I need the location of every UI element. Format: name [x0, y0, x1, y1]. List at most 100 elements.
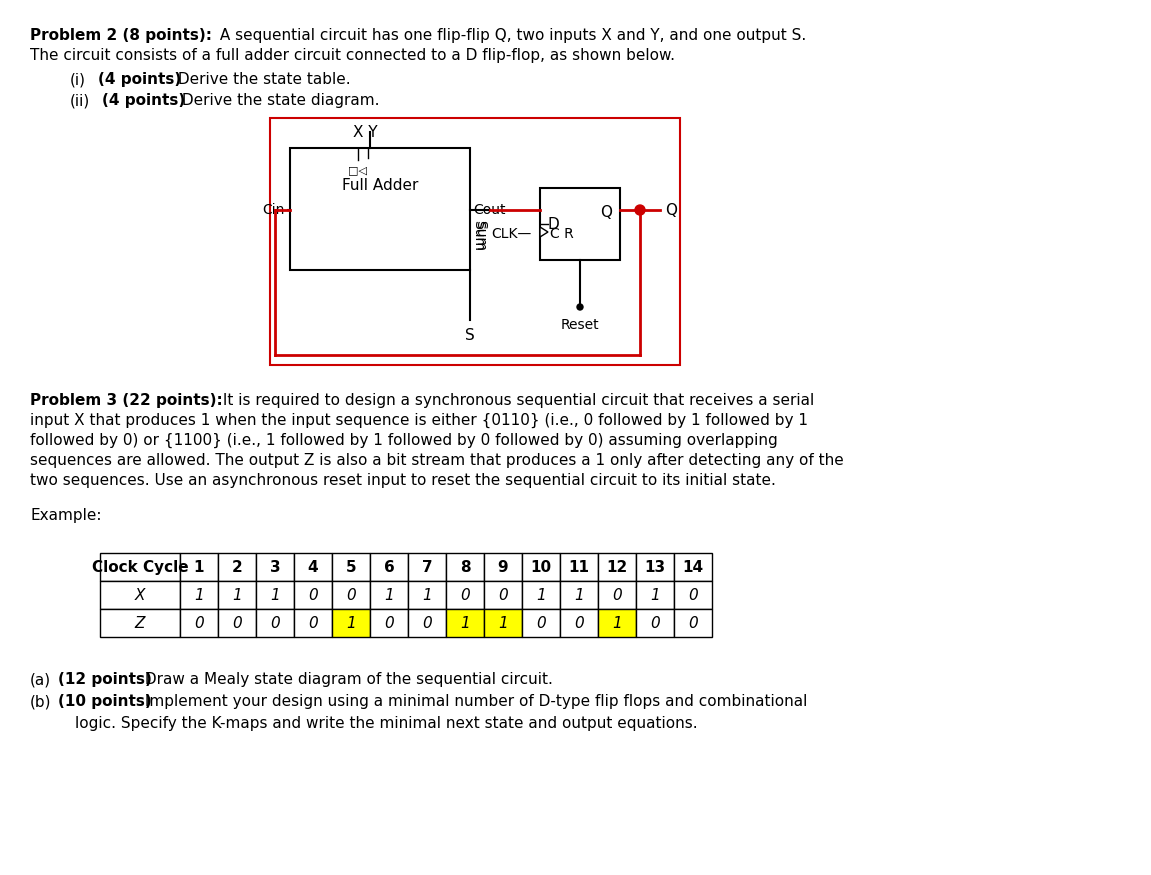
Bar: [523, 581, 561, 609]
Text: 0: 0: [422, 615, 432, 631]
Text: 0: 0: [233, 615, 242, 631]
Text: (b): (b): [30, 694, 52, 709]
Circle shape: [577, 304, 584, 310]
Text: 1: 1: [460, 615, 470, 631]
Bar: [180, 581, 218, 609]
Text: 1: 1: [384, 587, 394, 603]
Text: 11: 11: [569, 559, 589, 575]
Text: 0: 0: [688, 615, 698, 631]
Bar: [100, 553, 180, 581]
Bar: [218, 581, 256, 609]
Text: C R: C R: [550, 227, 573, 241]
Bar: [294, 553, 331, 581]
Text: Q: Q: [665, 202, 677, 218]
Bar: [485, 581, 523, 609]
Text: It is required to design a synchronous sequential circuit that receives a serial: It is required to design a synchronous s…: [218, 393, 814, 408]
Text: Implement your design using a minimal number of D-type flip flops and combinatio: Implement your design using a minimal nu…: [140, 694, 807, 709]
Text: Problem 2 (8 points):: Problem 2 (8 points):: [30, 28, 212, 43]
Text: Derive the state diagram.: Derive the state diagram.: [177, 93, 380, 108]
Text: 1: 1: [270, 587, 280, 603]
Bar: [485, 553, 523, 581]
Text: (a): (a): [30, 672, 51, 687]
Bar: [599, 553, 637, 581]
Bar: [331, 609, 369, 637]
Bar: [369, 609, 407, 637]
Bar: [218, 553, 256, 581]
Text: X: X: [135, 587, 145, 603]
Bar: [561, 581, 599, 609]
Text: logic. Specify the K-maps and write the minimal next state and output equations.: logic. Specify the K-maps and write the …: [75, 716, 698, 731]
Text: Draw a Mealy state diagram of the sequential circuit.: Draw a Mealy state diagram of the sequen…: [140, 672, 552, 687]
Text: Example:: Example:: [30, 508, 101, 523]
Text: 0: 0: [384, 615, 394, 631]
Text: 0: 0: [688, 587, 698, 603]
Text: Z: Z: [135, 615, 145, 631]
Text: Reset: Reset: [561, 318, 600, 332]
Text: Clock Cycle: Clock Cycle: [92, 559, 189, 575]
Text: 1: 1: [612, 615, 622, 631]
Bar: [294, 609, 331, 637]
Bar: [674, 609, 712, 637]
Bar: [256, 581, 294, 609]
Text: 9: 9: [497, 559, 509, 575]
Text: Full Adder: Full Adder: [342, 178, 418, 192]
Text: 14: 14: [683, 559, 703, 575]
Text: 0: 0: [270, 615, 280, 631]
Text: The circuit consists of a full adder circuit connected to a D flip-flop, as show: The circuit consists of a full adder cir…: [30, 48, 674, 63]
Bar: [180, 609, 218, 637]
Bar: [540, 188, 620, 260]
Bar: [599, 609, 637, 637]
Text: 1: 1: [233, 587, 242, 603]
Text: Cin: Cin: [262, 203, 285, 217]
Bar: [407, 581, 445, 609]
Bar: [674, 553, 712, 581]
Text: Sum: Sum: [473, 220, 487, 251]
Bar: [218, 609, 256, 637]
Text: 0: 0: [308, 587, 318, 603]
Bar: [561, 609, 599, 637]
Bar: [180, 553, 218, 581]
Bar: [256, 553, 294, 581]
Bar: [331, 581, 369, 609]
Bar: [637, 581, 674, 609]
Text: Q: Q: [600, 205, 612, 220]
Bar: [407, 553, 445, 581]
Bar: [256, 609, 294, 637]
Bar: [561, 553, 599, 581]
Bar: [523, 609, 561, 637]
Text: 4: 4: [307, 559, 319, 575]
Text: two sequences. Use an asynchronous reset input to reset the sequential circuit t: two sequences. Use an asynchronous reset…: [30, 473, 776, 488]
Text: (4 points): (4 points): [102, 93, 185, 108]
Bar: [485, 609, 523, 637]
Bar: [445, 609, 485, 637]
Bar: [599, 581, 637, 609]
Bar: [100, 581, 180, 609]
Text: 1: 1: [498, 615, 508, 631]
Text: 0: 0: [574, 615, 584, 631]
Text: 0: 0: [536, 615, 546, 631]
Text: followed by 0) or {1100} (i.e., 1 followed by 1 followed by 0 followed by 0) ass: followed by 0) or {1100} (i.e., 1 follow…: [30, 433, 778, 448]
Bar: [100, 609, 180, 637]
Text: sequences are allowed. The output Z is also a bit stream that produces a 1 only : sequences are allowed. The output Z is a…: [30, 453, 844, 468]
Text: X Y: X Y: [352, 125, 378, 140]
Text: 0: 0: [612, 587, 622, 603]
Text: (4 points): (4 points): [98, 72, 181, 87]
Text: 0: 0: [498, 587, 508, 603]
Text: 1: 1: [346, 615, 356, 631]
Text: (12 points): (12 points): [58, 672, 152, 687]
Bar: [369, 553, 407, 581]
Text: 1: 1: [536, 587, 546, 603]
Bar: [294, 581, 331, 609]
Bar: [445, 581, 485, 609]
Text: CLK—: CLK—: [491, 227, 532, 241]
Text: 8: 8: [459, 559, 471, 575]
Bar: [369, 581, 407, 609]
Bar: [407, 609, 445, 637]
Text: 10: 10: [531, 559, 551, 575]
Text: 3: 3: [269, 559, 281, 575]
Text: 1: 1: [650, 587, 660, 603]
Text: A sequential circuit has one flip-flip Q, two inputs X and Y, and one output S.: A sequential circuit has one flip-flip Q…: [215, 28, 806, 43]
Bar: [637, 609, 674, 637]
Circle shape: [635, 205, 645, 215]
Bar: [290, 148, 470, 270]
